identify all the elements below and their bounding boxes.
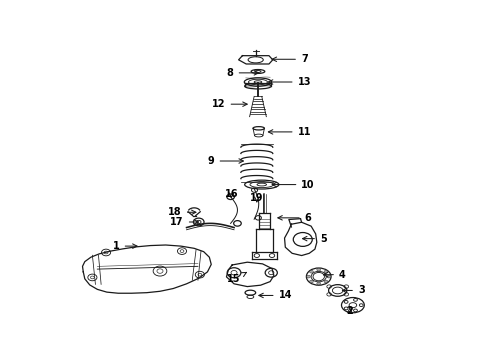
- Text: 1: 1: [113, 241, 137, 251]
- Text: 2: 2: [346, 306, 353, 316]
- Text: 7: 7: [272, 54, 308, 64]
- Circle shape: [317, 282, 320, 285]
- Text: 16: 16: [224, 189, 238, 199]
- Text: 15: 15: [227, 273, 246, 284]
- Text: 8: 8: [227, 68, 259, 78]
- Text: 11: 11: [269, 127, 311, 137]
- Text: 4: 4: [323, 270, 345, 280]
- Text: 5: 5: [302, 234, 327, 244]
- Circle shape: [317, 268, 320, 271]
- Text: 17: 17: [171, 217, 198, 227]
- Text: 13: 13: [269, 77, 311, 87]
- Text: 19: 19: [250, 193, 264, 203]
- Text: 9: 9: [208, 156, 244, 166]
- Text: 10: 10: [272, 180, 315, 190]
- Text: 3: 3: [343, 285, 365, 296]
- Text: 18: 18: [169, 207, 196, 217]
- Text: 6: 6: [278, 213, 312, 223]
- Circle shape: [324, 280, 328, 283]
- Circle shape: [310, 280, 314, 283]
- Circle shape: [327, 275, 331, 278]
- Circle shape: [307, 275, 310, 278]
- Circle shape: [324, 270, 328, 273]
- Text: 12: 12: [212, 99, 247, 109]
- Text: 14: 14: [259, 291, 292, 301]
- Circle shape: [310, 270, 314, 273]
